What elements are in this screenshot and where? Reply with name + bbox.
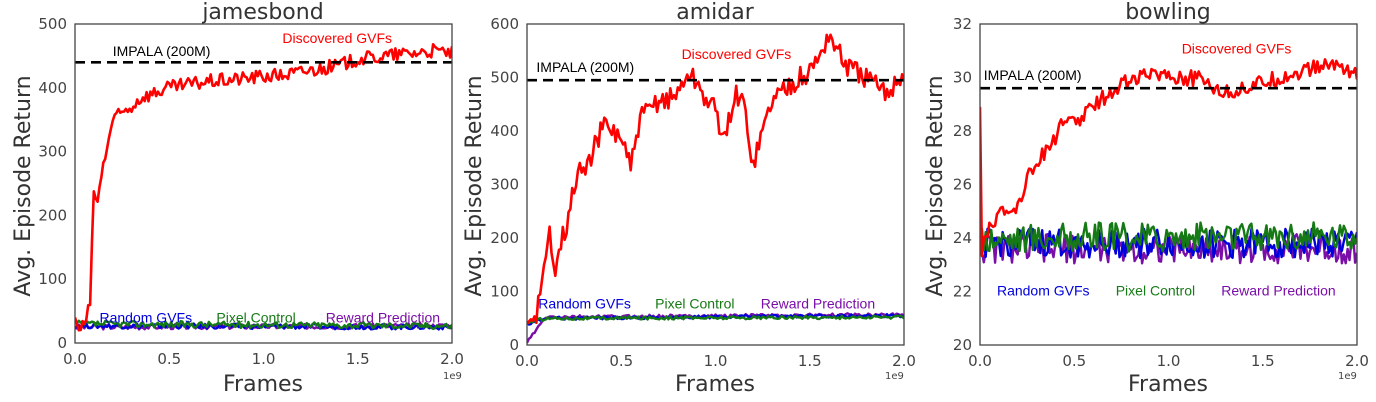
panel-bowling: bowling Avg. Episode Return Frames 1e9 2… <box>923 0 1369 397</box>
series-line-discovered <box>980 58 1357 258</box>
plot-area: 0 100 200 300 400 500 600 0.0 0.5 1.0 1.5 2.0 IMPALA… <box>490 15 916 370</box>
y-tick-label: 0 <box>57 334 67 352</box>
x-tick-label: 0.5 <box>157 350 181 368</box>
y-tick-label: 600 <box>490 15 519 33</box>
y-tick-label: 0 <box>509 336 519 354</box>
y-axis-label: Avg. Episode Return <box>923 75 948 296</box>
annotation-pixel: Pixel Control <box>655 296 734 312</box>
y-axis-label: Avg. Episode Return <box>462 75 487 296</box>
y-axis-label: Avg. Episode Return <box>11 75 36 296</box>
x-tick-label: 0.0 <box>515 352 539 370</box>
y-tick-label: 32 <box>953 15 972 33</box>
x-tick-label: 0.0 <box>63 350 87 368</box>
y-tick-label: 500 <box>38 15 67 33</box>
series-line-discovered <box>75 42 452 332</box>
annotation-reward: Reward Prediction <box>326 310 440 326</box>
annotation-pixel: Pixel Control <box>216 310 295 326</box>
panel-title: bowling <box>1125 0 1211 25</box>
annotation-impala: IMPALA (200M) <box>984 67 1082 83</box>
plot-area: 0 100 200 300 400 500 0.0 0.5 1.0 1.5 2.0 IMPALA (2… <box>38 15 464 368</box>
x-tick-label: 1.5 <box>346 350 370 368</box>
annotation-impala: IMPALA (200M) <box>536 59 634 75</box>
annotation-discovered: Discovered GVFs <box>682 46 792 62</box>
annotation-impala: IMPALA (200M) <box>113 43 211 59</box>
annotation-reward: Reward Prediction <box>1221 283 1335 299</box>
annotation-reward: Reward Prediction <box>761 296 875 312</box>
series-line-pixel <box>527 314 904 325</box>
panel-title: jamesbond <box>201 0 323 25</box>
plot-frame <box>74 23 453 344</box>
annotation-discovered: Discovered GVFs <box>282 30 392 46</box>
series-line-discovered <box>527 33 904 325</box>
annotation-random: Random GVFs <box>100 310 193 326</box>
plot-frame <box>979 23 1358 346</box>
y-tick-label: 20 <box>953 336 972 354</box>
y-tick-label: 24 <box>953 229 972 247</box>
x-offset-text: 1e9 <box>443 371 462 382</box>
y-tick-label: 500 <box>490 69 519 87</box>
x-axis-label: Frames <box>1128 372 1208 397</box>
series-line-pixel <box>75 319 452 331</box>
plot-frame <box>526 23 905 346</box>
y-tick-label: 200 <box>38 206 67 224</box>
y-tick-label: 100 <box>490 283 519 301</box>
y-tick-label: 100 <box>38 270 67 288</box>
panel-jamesbond: jamesbond Avg. Episode Return Frames 1e9… <box>11 0 464 397</box>
panel-title: amidar <box>676 0 754 25</box>
x-tick-label: 0.5 <box>609 352 633 370</box>
x-tick-label: 1.5 <box>798 352 822 370</box>
y-tick-label: 28 <box>953 122 972 140</box>
y-tick-label: 26 <box>953 176 972 194</box>
x-tick-label: 1.0 <box>1157 352 1181 370</box>
x-tick-label: 2.0 <box>1345 352 1369 370</box>
y-tick-label: 400 <box>490 122 519 140</box>
x-tick-label: 1.0 <box>252 350 276 368</box>
x-offset-text: 1e9 <box>1338 371 1357 382</box>
panel-amidar: amidar Avg. Episode Return Frames 1e9 0 1… <box>462 0 916 397</box>
x-tick-label: 1.5 <box>1251 352 1275 370</box>
y-tick-label: 22 <box>953 283 972 301</box>
series-line-pixel <box>980 221 1357 254</box>
y-tick-label: 400 <box>38 79 67 97</box>
y-tick-label: 30 <box>953 69 972 87</box>
y-tick-label: 300 <box>490 176 519 194</box>
x-tick-label: 1.0 <box>704 352 728 370</box>
x-axis-label: Frames <box>675 372 755 397</box>
x-tick-label: 2.0 <box>440 350 464 368</box>
y-tick-label: 300 <box>38 143 67 161</box>
x-tick-label: 2.0 <box>892 352 916 370</box>
annotation-random: Random GVFs <box>997 283 1090 299</box>
annotation-pixel: Pixel Control <box>1116 283 1195 299</box>
x-tick-label: 0.5 <box>1062 352 1086 370</box>
y-tick-label: 200 <box>490 229 519 247</box>
annotation-random: Random GVFs <box>538 296 631 312</box>
x-tick-label: 0.0 <box>968 352 992 370</box>
annotation-discovered: Discovered GVFs <box>1182 40 1292 56</box>
x-axis-label: Frames <box>223 372 303 397</box>
x-offset-text: 1e9 <box>885 371 904 382</box>
plot-area: 20 22 24 26 28 30 32 0.0 0.5 1.0 1.5 2.0 IMPALA (200… <box>953 15 1369 370</box>
